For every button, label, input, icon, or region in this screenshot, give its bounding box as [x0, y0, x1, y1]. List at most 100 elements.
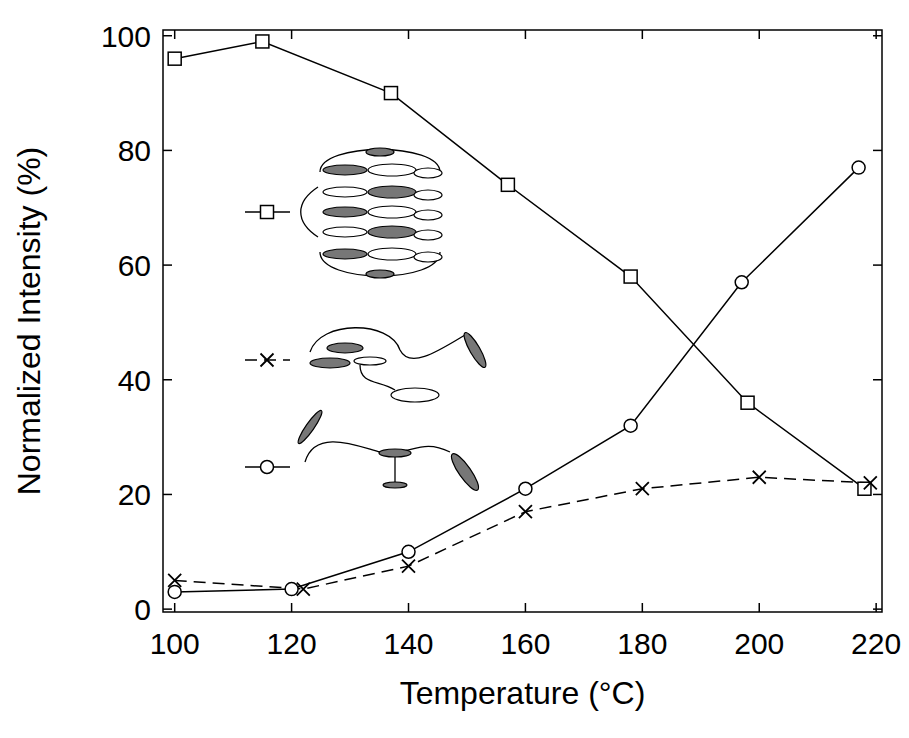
cartoon-shape: [366, 148, 394, 156]
chart-container: 100 120 140 160 180 200 220 0 20 40 60 80 100 Tempera…: [0, 0, 909, 738]
y-tick-label: 80: [118, 134, 151, 167]
data-point: [624, 419, 637, 432]
series-line: [175, 41, 865, 488]
cartoon-shape: [414, 252, 442, 262]
x-tick: [642, 603, 644, 612]
y-axis-title: Normalized Intensity (%): [11, 147, 47, 496]
cartoon-shape: [379, 449, 411, 457]
x-tick: [525, 603, 527, 612]
cartoon-chain: [305, 442, 450, 482]
x-tick-top: [174, 30, 176, 39]
data-point: [384, 87, 397, 100]
y-tick-label: 100: [101, 20, 151, 53]
chart: 100 120 140 160 180 200 220 0 20 40 60 80 100 Tempera…: [0, 0, 909, 738]
x-tick-label: 100: [150, 627, 200, 660]
data-point: [402, 545, 415, 558]
cartoon-shape: [383, 482, 407, 488]
legend-cartoon: [310, 328, 489, 402]
data-point: [285, 583, 298, 596]
x-tick-label: 160: [500, 627, 550, 660]
cartoon-shape: [414, 230, 442, 240]
y-tick-right: [873, 150, 882, 152]
x-tick-top: [758, 30, 760, 39]
x-tick-label: 200: [734, 627, 784, 660]
x-tick-top: [875, 30, 877, 39]
x-axis-title: Temperature (°C): [400, 675, 646, 711]
data-point: [864, 476, 877, 489]
y-tick: [163, 264, 172, 266]
data-point: [852, 161, 865, 174]
cartoon-shape: [366, 270, 394, 278]
x-tick-top: [525, 30, 527, 39]
plot-data: [168, 35, 877, 598]
y-tick-label: 60: [118, 249, 151, 282]
x-tick-label: 220: [851, 627, 901, 660]
data-point: [624, 270, 637, 283]
x-tick-top: [408, 30, 410, 39]
series-line: [175, 168, 859, 592]
data-point: [636, 482, 649, 495]
x-tick-label: 140: [383, 627, 433, 660]
cartoon-shape: [414, 210, 442, 220]
cartoon-shape: [368, 186, 416, 198]
data-point: [168, 52, 181, 65]
y-tick: [163, 494, 172, 496]
legend-marker: [261, 354, 274, 367]
y-tick: [163, 35, 172, 37]
x-tick-label: 120: [267, 627, 317, 660]
cartoon-shape: [323, 227, 367, 237]
y-tick: [163, 150, 172, 152]
x-tick: [174, 603, 176, 612]
cartoon-shape: [391, 388, 439, 402]
data-point: [256, 35, 269, 48]
y-tick-label: 20: [118, 478, 151, 511]
data-point: [501, 178, 514, 191]
x-tick: [758, 603, 760, 612]
legend-marker: [261, 461, 274, 474]
cartoon-shape: [323, 249, 367, 259]
data-point: [735, 276, 748, 289]
cartoon-shape: [368, 164, 416, 176]
legend-cartoon: [295, 408, 482, 493]
cartoon-shape: [368, 206, 416, 218]
cartoon-shape: [310, 358, 350, 368]
data-point: [753, 471, 766, 484]
x-tick-top: [291, 30, 293, 39]
y-tick: [163, 379, 172, 381]
cartoon-shape: [447, 451, 482, 494]
cartoon-shape: [354, 357, 386, 365]
x-tick-top: [642, 30, 644, 39]
y-tick-right: [873, 608, 882, 610]
cartoon-shape: [368, 248, 416, 260]
cartoon-shape: [368, 226, 416, 238]
data-point: [519, 482, 532, 495]
cartoon-shape: [323, 165, 367, 175]
cartoon-shape: [414, 190, 442, 200]
cartoon-shape: [461, 330, 490, 370]
x-tick: [408, 603, 410, 612]
cartoon-shape: [323, 187, 367, 197]
legend: [245, 148, 489, 493]
data-point: [402, 560, 415, 573]
data-point: [741, 396, 754, 409]
cartoon-shape: [323, 207, 367, 217]
y-tick-right: [873, 379, 882, 381]
x-tick: [291, 603, 293, 612]
x-tick-label: 180: [617, 627, 667, 660]
y-tick-right: [873, 264, 882, 266]
plot-frame: [163, 30, 882, 612]
y-tick-label: 40: [118, 364, 151, 397]
cartoon-chain: [310, 328, 465, 390]
cartoon-shape: [295, 408, 324, 445]
cartoon-shape: [414, 168, 442, 178]
y-tick-right: [873, 35, 882, 37]
x-tick: [875, 603, 877, 612]
series-line: [175, 477, 871, 589]
legend-marker: [261, 206, 274, 219]
y-tick-label: 0: [134, 593, 151, 626]
data-point: [168, 585, 181, 598]
legend-cartoon: [301, 148, 442, 278]
cartoon-shape: [327, 343, 363, 353]
y-tick: [163, 608, 172, 610]
y-tick-right: [873, 494, 882, 496]
